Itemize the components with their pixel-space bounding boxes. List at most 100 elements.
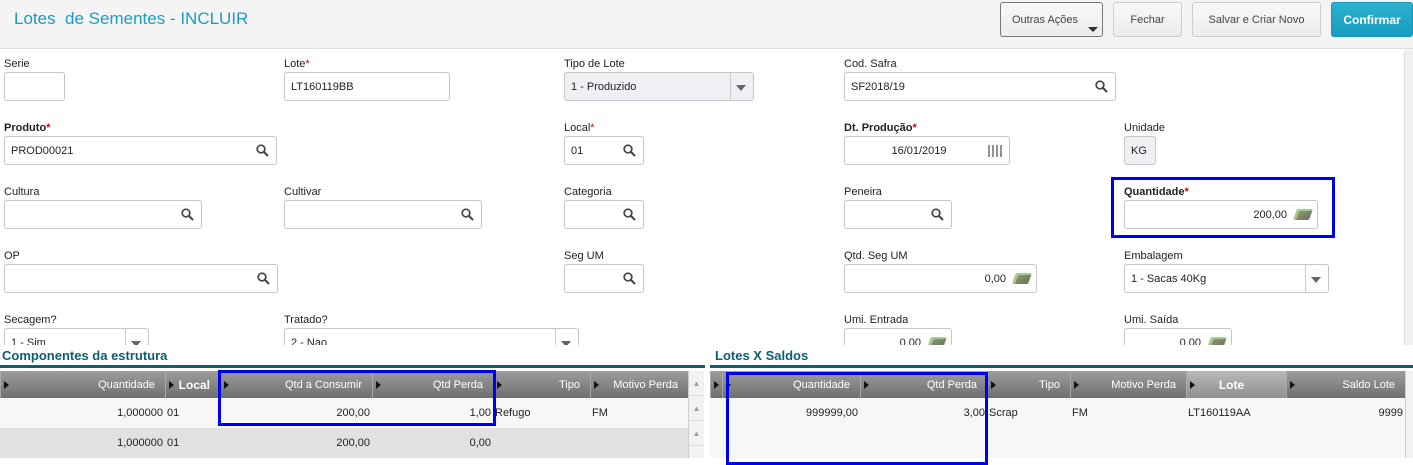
column-label: Lote xyxy=(1218,377,1245,392)
local-value: 01 xyxy=(571,144,584,157)
divider xyxy=(555,329,556,345)
cultivar-input[interactable] xyxy=(284,200,482,229)
lots-grid-scrollbar[interactable] xyxy=(1405,371,1413,458)
empty-area xyxy=(710,428,1405,458)
label-text: Cod. Safra xyxy=(844,58,897,70)
column-label: Tipo xyxy=(1039,378,1060,391)
column-header-saldo-lote[interactable]: Saldo Lote xyxy=(1286,371,1405,398)
components-grid-scrollbar[interactable]: ▲ ▲ ▲ xyxy=(688,371,704,458)
produto-value: PROD00021 xyxy=(11,144,74,157)
search-icon[interactable] xyxy=(621,207,637,223)
umi-entrada-label: Umi. Entrada xyxy=(844,314,908,326)
form-scrollbar[interactable] xyxy=(1404,50,1413,345)
secagem-select[interactable]: 1 - Sim xyxy=(4,328,149,345)
search-icon[interactable] xyxy=(459,207,475,223)
cod-safra-input[interactable]: SF2018/19 xyxy=(844,72,1116,101)
label-text: Secagem? xyxy=(4,314,57,326)
local-input[interactable]: 01 xyxy=(564,136,644,165)
categoria-input[interactable] xyxy=(564,200,644,229)
search-icon[interactable] xyxy=(929,207,945,223)
page-title: Lotes de Sementes - INCLUIR xyxy=(14,9,249,28)
secagem-value: 1 - Sim xyxy=(11,336,46,346)
close-button[interactable]: Fechar xyxy=(1113,2,1182,37)
column-header-tipo[interactable]: Tipo xyxy=(987,371,1070,398)
chevron-down-icon[interactable] xyxy=(1311,277,1321,283)
cell-qtd-a-consumir: 200,00 xyxy=(336,437,370,449)
confirm-button[interactable]: Confirmar xyxy=(1331,2,1413,37)
divider xyxy=(730,73,731,100)
table-row[interactable]: 999999,00 3,00 Scrap FM LT160119AA 9999 xyxy=(710,398,1405,428)
highlight-box-quantidade xyxy=(1111,177,1335,238)
cell-local: 01 xyxy=(167,407,180,419)
search-icon[interactable] xyxy=(179,207,195,223)
calendar-icon[interactable] xyxy=(987,143,1003,159)
umi-entrada-input[interactable]: 0,00 xyxy=(844,328,952,345)
serie-input[interactable] xyxy=(4,72,65,101)
label-text: Dt. Produção xyxy=(844,122,913,134)
embalagem-select[interactable]: 1 - Sacas 40Kg xyxy=(1124,264,1329,293)
search-icon[interactable] xyxy=(621,143,637,159)
search-icon[interactable] xyxy=(255,271,271,287)
cultura-input[interactable] xyxy=(4,200,202,229)
column-header-qtd-perda[interactable]: Qtd Perda xyxy=(372,371,493,398)
tipo-de-lote-label: Tipo de Lote xyxy=(564,58,625,70)
divider xyxy=(1305,265,1306,292)
seg-um-label: Seg UM xyxy=(564,250,604,262)
table-row[interactable]: 1,000000 01 200,00 0,00 xyxy=(0,428,688,458)
cell-tipo xyxy=(495,428,590,458)
chevron-down-icon[interactable] xyxy=(131,341,141,345)
column-label: Qtd Perda xyxy=(432,378,483,391)
quantidade-input[interactable]: 200,00 xyxy=(1124,200,1318,229)
column-header-motivo-perda[interactable]: Motivo Perda xyxy=(1070,371,1186,398)
column-header-quantidade[interactable]: Quantidade xyxy=(0,371,165,398)
search-icon[interactable] xyxy=(254,143,270,159)
column-header-motivo-perda[interactable]: Motivo Perda xyxy=(590,371,688,398)
calculator-icon[interactable] xyxy=(1011,271,1033,287)
cell-motivo-perda: FM xyxy=(1072,407,1088,419)
column-header-lote[interactable]: Lote xyxy=(1186,371,1286,398)
column-label: Quantidade xyxy=(98,378,155,391)
chevron-down-icon[interactable] xyxy=(561,341,571,345)
label-text: Cultivar xyxy=(284,186,322,198)
seg-um-input[interactable] xyxy=(564,264,644,293)
chevron-down-icon xyxy=(1088,27,1098,32)
other-actions-label: Outras Ações xyxy=(1012,13,1079,26)
produto-label: Produto* xyxy=(4,122,50,134)
other-actions-button[interactable]: Outras Ações xyxy=(1000,2,1103,37)
calculator-icon[interactable] xyxy=(1206,335,1228,345)
cell-motivo-perda: FM xyxy=(592,407,608,419)
column-header-local[interactable]: Local xyxy=(165,371,220,398)
required-star: * xyxy=(305,58,310,70)
dt-produc-a-o-value: 16/01/2019 xyxy=(891,144,947,157)
column-header-tipo[interactable]: Tipo xyxy=(493,371,590,398)
column-expander[interactable] xyxy=(710,371,722,398)
label-text: Tipo de Lote xyxy=(564,58,625,70)
umi-entrada-value: 0,00 xyxy=(899,336,921,346)
column-label: Motivo Perda xyxy=(613,378,678,391)
dt-produc-a-o-input[interactable]: 16/01/2019 xyxy=(844,136,1010,165)
column-header-qtd-perda[interactable]: Qtd Perda xyxy=(860,371,987,398)
label-text: Embalagem xyxy=(1124,250,1183,262)
op-input[interactable] xyxy=(4,264,278,293)
qtd-seg-um-input[interactable]: 0,00 xyxy=(844,264,1037,293)
unidade-value: KG xyxy=(1131,144,1147,157)
peneira-input[interactable] xyxy=(844,200,952,229)
tratado-select[interactable]: 2 - Nao xyxy=(284,328,579,345)
unidade-input[interactable]: KG xyxy=(1124,136,1156,165)
search-icon[interactable] xyxy=(1093,79,1109,95)
save-and-new-button[interactable]: Salvar e Criar Novo xyxy=(1192,2,1321,37)
caret-right-icon xyxy=(1074,381,1079,389)
cell-quantidade: 1,000000 xyxy=(117,407,163,419)
label-text: Local xyxy=(564,122,591,134)
column-label: Local xyxy=(178,377,210,392)
umi-sai-da-input[interactable]: 0,00 xyxy=(1124,328,1232,345)
search-icon[interactable] xyxy=(621,271,637,287)
embalagem-value: 1 - Sacas 40Kg xyxy=(1131,272,1207,285)
produto-input[interactable]: PROD00021 xyxy=(4,136,277,165)
label-text: Qtd. Seg UM xyxy=(844,250,908,262)
calculator-icon[interactable] xyxy=(926,335,948,345)
cell-qtd-perda: 3,00 xyxy=(963,407,985,419)
chevron-down-icon[interactable] xyxy=(736,85,746,91)
lote-input[interactable]: LT160119BB xyxy=(284,72,450,101)
tipo-de-lote-select[interactable]: 1 - Produzido xyxy=(564,72,754,101)
